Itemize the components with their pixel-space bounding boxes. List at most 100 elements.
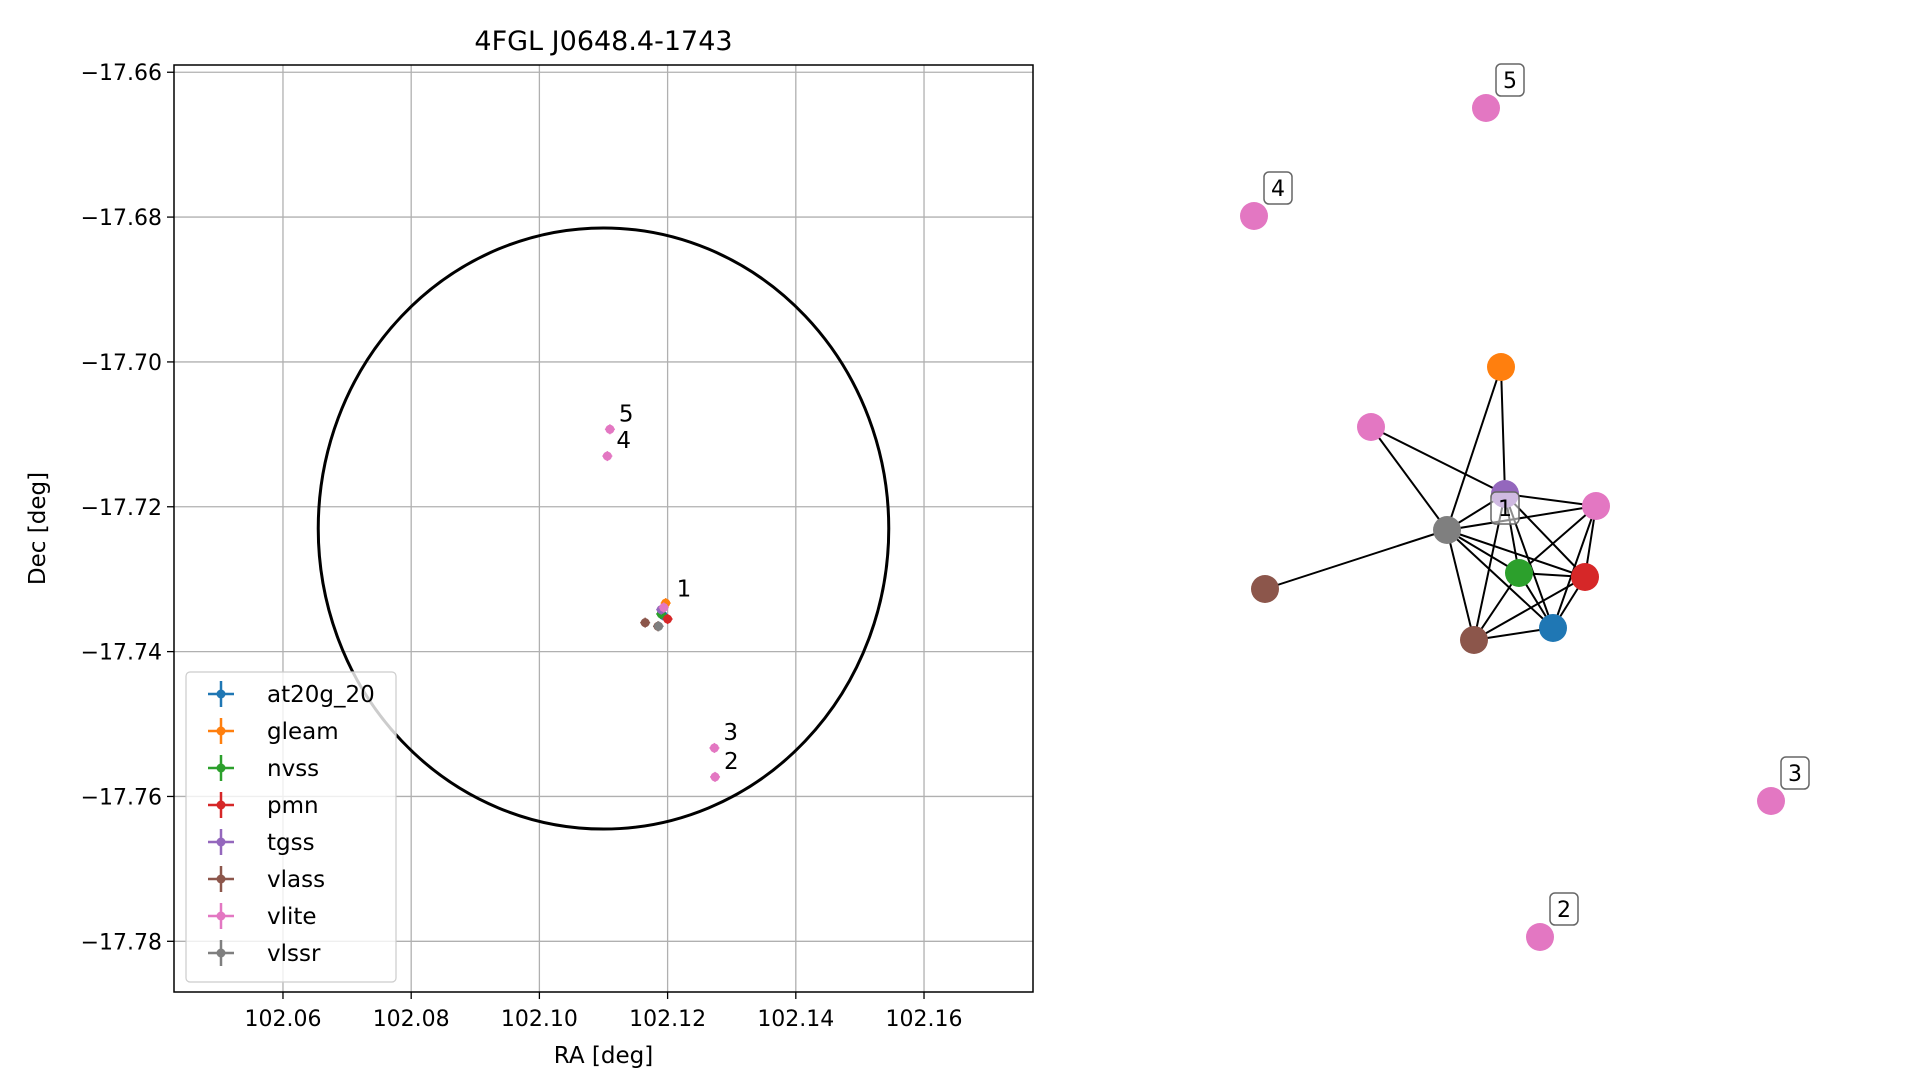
y-tick-label: −17.72 <box>81 496 162 521</box>
y-axis-ticks: −17.66 −17.68 −17.70 −17.72 −17.74 −17.76 −17.… <box>81 61 174 955</box>
legend-entry-vlite: vlite <box>208 903 317 930</box>
network-edge <box>1473 576 1586 641</box>
y-tick-label: −17.68 <box>81 206 162 231</box>
point-vlite <box>710 772 720 782</box>
legend-marker <box>216 837 226 847</box>
axes-frame <box>173 64 1034 993</box>
network-edge <box>1500 366 1506 495</box>
network-node-vlite-3 <box>1757 787 1785 815</box>
network-edge <box>1370 426 1506 495</box>
legend-label: gleam <box>267 719 339 745</box>
grid <box>174 65 1033 992</box>
point-pmn <box>663 614 673 624</box>
error-circle <box>316 226 891 831</box>
network-node-label: 1 <box>1490 491 1520 525</box>
y-tick-label: −17.76 <box>81 785 162 810</box>
network-edge <box>1446 505 1597 531</box>
node-label-box <box>1495 63 1525 97</box>
network-edge <box>1446 529 1475 641</box>
node-label-box <box>1263 171 1293 205</box>
point-labels-layer: 1 2 3 45 <box>616 401 738 775</box>
legend-entry-pmn: pmn <box>208 792 319 819</box>
network-node-label: 3 <box>1780 756 1810 790</box>
node-label-text: 2 <box>1557 898 1571 923</box>
network-node-vlass-2 <box>1460 626 1488 654</box>
legend-entry-gleam: gleam <box>208 718 339 745</box>
x-tick-label: 102.16 <box>886 1007 963 1032</box>
point-vlite <box>709 743 719 753</box>
legend-entry-vlssr: vlssr <box>208 940 321 967</box>
network-node-label: 2 <box>1549 892 1579 926</box>
network-edge <box>1370 426 1448 531</box>
points-layer <box>602 424 721 782</box>
point-label: 5 <box>619 401 634 427</box>
error-circle-layer <box>316 226 891 831</box>
network-node-label: 5 <box>1495 63 1525 97</box>
network-edge <box>1518 505 1597 574</box>
y-tick-label: −17.74 <box>81 641 162 666</box>
network-node-pmn <box>1571 563 1599 591</box>
node-label-box <box>1780 756 1810 790</box>
network-node-gleam <box>1487 353 1515 381</box>
point-label: 3 <box>723 720 738 746</box>
network-panel: 5 4 3 2 1 <box>1240 63 1810 951</box>
legend-label: vlssr <box>267 941 321 967</box>
network-node-vlite-4 <box>1240 202 1268 230</box>
node-label-text: 4 <box>1271 177 1285 202</box>
network-node-vlite-1 <box>1582 492 1610 520</box>
network-node-nvss <box>1505 559 1533 587</box>
point-label: 2 <box>724 749 739 775</box>
y-tick-label: −17.66 <box>81 61 162 86</box>
x-axis-ticks: 102.06 102.08 102.10 102.12 102.14 102.16 <box>244 992 963 1032</box>
x-tick-label: 102.08 <box>373 1007 450 1032</box>
point-label: 1 <box>677 577 692 603</box>
network-edge <box>1264 529 1448 590</box>
x-axis-label: RA [deg] <box>554 1043 653 1069</box>
network-node-at20g_20 <box>1539 614 1567 642</box>
node-label-box <box>1490 491 1520 525</box>
network-edge <box>1552 505 1597 629</box>
legend-label: nvss <box>267 756 319 782</box>
y-tick-label: −17.70 <box>81 351 162 376</box>
legend-box <box>185 671 397 983</box>
legend-entry-tgss: tgss <box>208 829 315 856</box>
point-label: 4 <box>616 428 631 454</box>
legend-marker <box>216 948 226 958</box>
legend-marker <box>216 800 226 810</box>
network-node-vlite-5 <box>1472 94 1500 122</box>
network-node-vlssr <box>1433 516 1461 544</box>
node-label-text: 3 <box>1788 762 1802 787</box>
point-vlite <box>602 451 612 461</box>
x-tick-label: 102.10 <box>501 1007 578 1032</box>
network-edge <box>1446 366 1502 531</box>
x-tick-label: 102.14 <box>757 1007 834 1032</box>
node-label-text: 1 <box>1498 497 1512 522</box>
y-tick-label: −17.78 <box>81 930 162 955</box>
x-tick-label: 102.06 <box>244 1007 321 1032</box>
legend-marker <box>216 763 226 773</box>
network-node-label: 4 <box>1263 171 1293 205</box>
legend-label: pmn <box>267 793 319 819</box>
legend-label: at20g_20 <box>267 682 375 708</box>
chart-title: 4FGL J0648.4-1743 <box>474 26 732 57</box>
network-node-vlite-6 <box>1357 413 1385 441</box>
network-nodes <box>1240 94 1785 951</box>
point-vlite <box>605 424 615 434</box>
x-tick-label: 102.12 <box>629 1007 706 1032</box>
point-vlite <box>659 602 669 612</box>
y-axis-label: Dec [deg] <box>25 472 51 585</box>
legend-marker <box>216 874 226 884</box>
network-node-vlite-2 <box>1526 923 1554 951</box>
point-vlass <box>640 618 650 628</box>
node-label-box <box>1549 892 1579 926</box>
legend-marker <box>216 726 226 736</box>
legend-label: vlite <box>267 904 317 930</box>
legend-label: vlass <box>267 867 325 893</box>
legend-entry-vlass: vlass <box>208 866 325 893</box>
network-node-vlass-1 <box>1251 575 1279 603</box>
legend-entry-nvss: nvss <box>208 755 319 782</box>
network-edge <box>1504 493 1597 507</box>
